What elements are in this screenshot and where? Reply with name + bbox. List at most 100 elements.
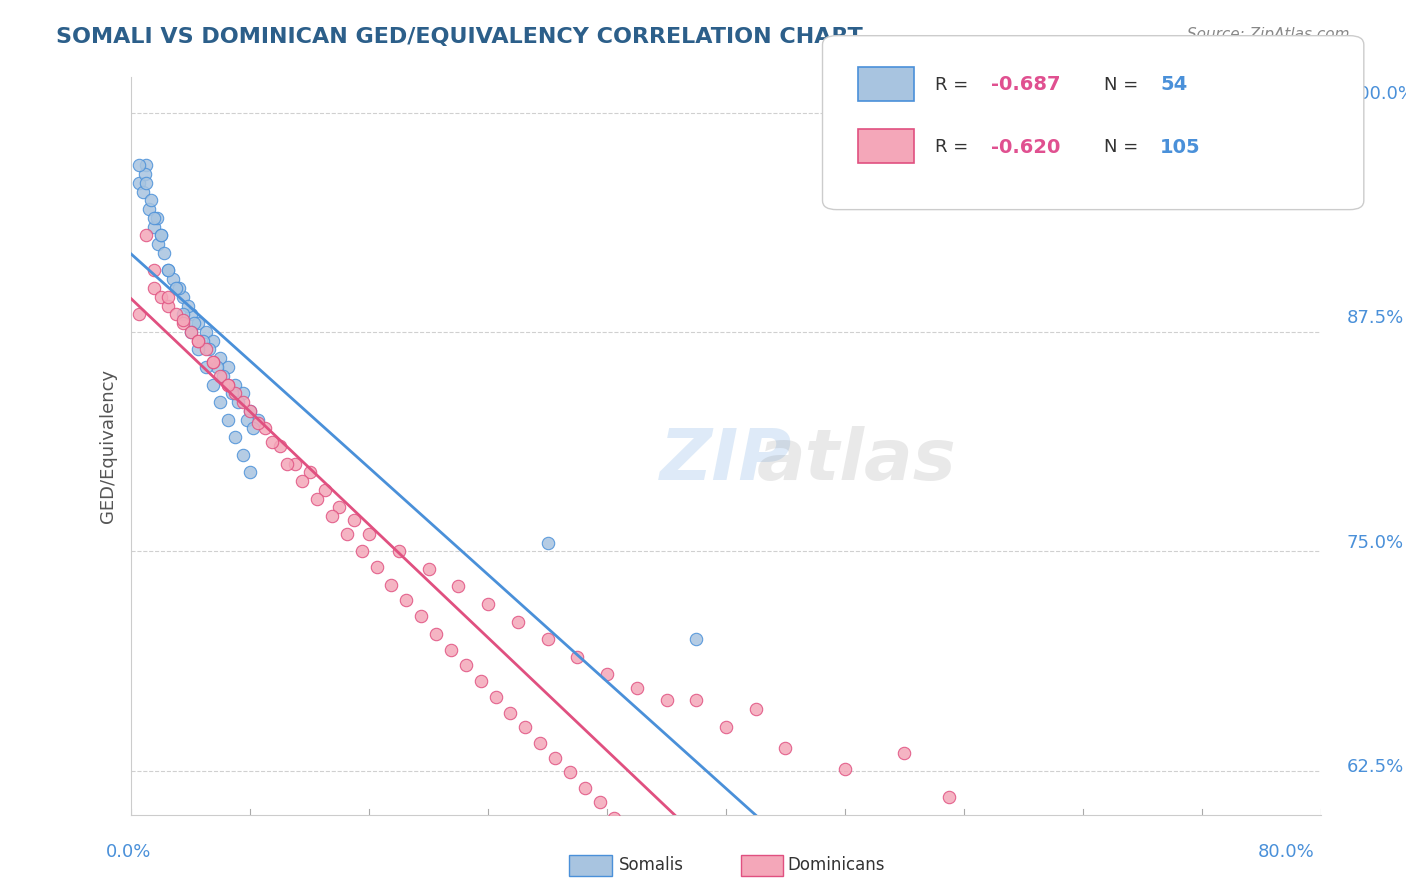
Point bbox=[395, 593, 418, 607]
Text: 0.0%: 0.0% bbox=[105, 843, 150, 861]
Point bbox=[217, 359, 239, 374]
Point bbox=[246, 412, 269, 426]
Point bbox=[187, 334, 209, 348]
Point bbox=[212, 368, 235, 383]
Point bbox=[142, 263, 165, 277]
Point bbox=[187, 343, 209, 357]
Point bbox=[142, 281, 165, 295]
Point bbox=[411, 609, 433, 624]
Point bbox=[536, 632, 558, 646]
Point bbox=[366, 560, 388, 574]
Text: 105: 105 bbox=[1160, 137, 1201, 157]
Point bbox=[202, 355, 225, 369]
Point bbox=[536, 535, 558, 549]
Text: 75.0%: 75.0% bbox=[1347, 533, 1405, 551]
Point bbox=[262, 435, 284, 450]
Text: R =: R = bbox=[935, 76, 974, 94]
Point bbox=[194, 325, 217, 339]
Point bbox=[217, 377, 239, 392]
Point bbox=[380, 577, 402, 591]
Point bbox=[544, 751, 567, 765]
Point bbox=[209, 395, 232, 409]
Point bbox=[157, 263, 180, 277]
Point bbox=[209, 368, 232, 383]
Text: N =: N = bbox=[1104, 76, 1143, 94]
Point bbox=[128, 176, 150, 190]
Point bbox=[202, 334, 225, 348]
Point bbox=[165, 307, 187, 321]
Point bbox=[418, 562, 440, 576]
Point bbox=[321, 509, 343, 524]
Text: Dominicans: Dominicans bbox=[787, 856, 884, 874]
Point bbox=[138, 202, 160, 216]
Point bbox=[744, 702, 766, 716]
Text: -0.687: -0.687 bbox=[991, 75, 1060, 95]
Point bbox=[224, 377, 246, 392]
Point bbox=[239, 466, 262, 480]
Point bbox=[202, 355, 225, 369]
Point bbox=[350, 544, 373, 558]
Point bbox=[135, 228, 157, 243]
Point bbox=[157, 290, 180, 304]
Point bbox=[221, 386, 243, 401]
Point bbox=[515, 720, 537, 734]
Point bbox=[254, 421, 277, 435]
Text: Somalis: Somalis bbox=[619, 856, 683, 874]
Point bbox=[128, 307, 150, 321]
Point bbox=[470, 674, 492, 689]
Point bbox=[678, 881, 700, 892]
Text: atlas: atlas bbox=[756, 426, 956, 495]
Point bbox=[529, 736, 551, 750]
Point bbox=[172, 316, 194, 330]
Point bbox=[619, 825, 641, 839]
Point bbox=[648, 853, 671, 867]
Text: 62.5%: 62.5% bbox=[1347, 758, 1405, 776]
Point bbox=[167, 281, 190, 295]
Point bbox=[425, 627, 447, 641]
Point bbox=[685, 693, 707, 707]
Point bbox=[224, 430, 246, 444]
Point bbox=[180, 325, 202, 339]
Point bbox=[834, 762, 856, 776]
Point bbox=[165, 281, 187, 295]
Point bbox=[194, 343, 217, 357]
Point bbox=[224, 386, 246, 401]
Text: SOMALI VS DOMINICAN GED/EQUIVALENCY CORRELATION CHART: SOMALI VS DOMINICAN GED/EQUIVALENCY CORR… bbox=[56, 27, 863, 46]
Point bbox=[506, 615, 529, 629]
Point bbox=[146, 237, 169, 252]
Text: 87.5%: 87.5% bbox=[1347, 310, 1405, 327]
Point bbox=[209, 351, 232, 366]
Text: N =: N = bbox=[1104, 138, 1143, 156]
Point bbox=[588, 795, 610, 809]
Point bbox=[574, 781, 596, 796]
Point bbox=[132, 185, 155, 199]
Text: 80.0%: 80.0% bbox=[1258, 843, 1315, 861]
Point bbox=[477, 597, 499, 611]
Point bbox=[145, 211, 167, 225]
Point bbox=[454, 658, 477, 673]
Point bbox=[239, 404, 262, 418]
Text: ZIP: ZIP bbox=[659, 426, 792, 495]
Point bbox=[276, 457, 298, 471]
Point bbox=[180, 325, 202, 339]
Point bbox=[938, 790, 960, 805]
Text: 100.0%: 100.0% bbox=[1347, 85, 1406, 103]
Point bbox=[202, 377, 225, 392]
Point bbox=[172, 290, 194, 304]
Point bbox=[239, 404, 262, 418]
Point bbox=[714, 720, 737, 734]
Point bbox=[655, 693, 678, 707]
Point bbox=[187, 334, 209, 348]
Point bbox=[191, 334, 214, 348]
Point bbox=[149, 228, 172, 243]
Point bbox=[180, 307, 202, 321]
Point bbox=[269, 439, 291, 453]
Point bbox=[626, 681, 648, 696]
Text: Source: ZipAtlas.com: Source: ZipAtlas.com bbox=[1187, 27, 1350, 42]
Point bbox=[232, 386, 254, 401]
Text: R =: R = bbox=[935, 138, 974, 156]
Point bbox=[139, 194, 162, 208]
Point bbox=[685, 632, 707, 646]
Point bbox=[232, 395, 254, 409]
Point bbox=[128, 158, 150, 172]
